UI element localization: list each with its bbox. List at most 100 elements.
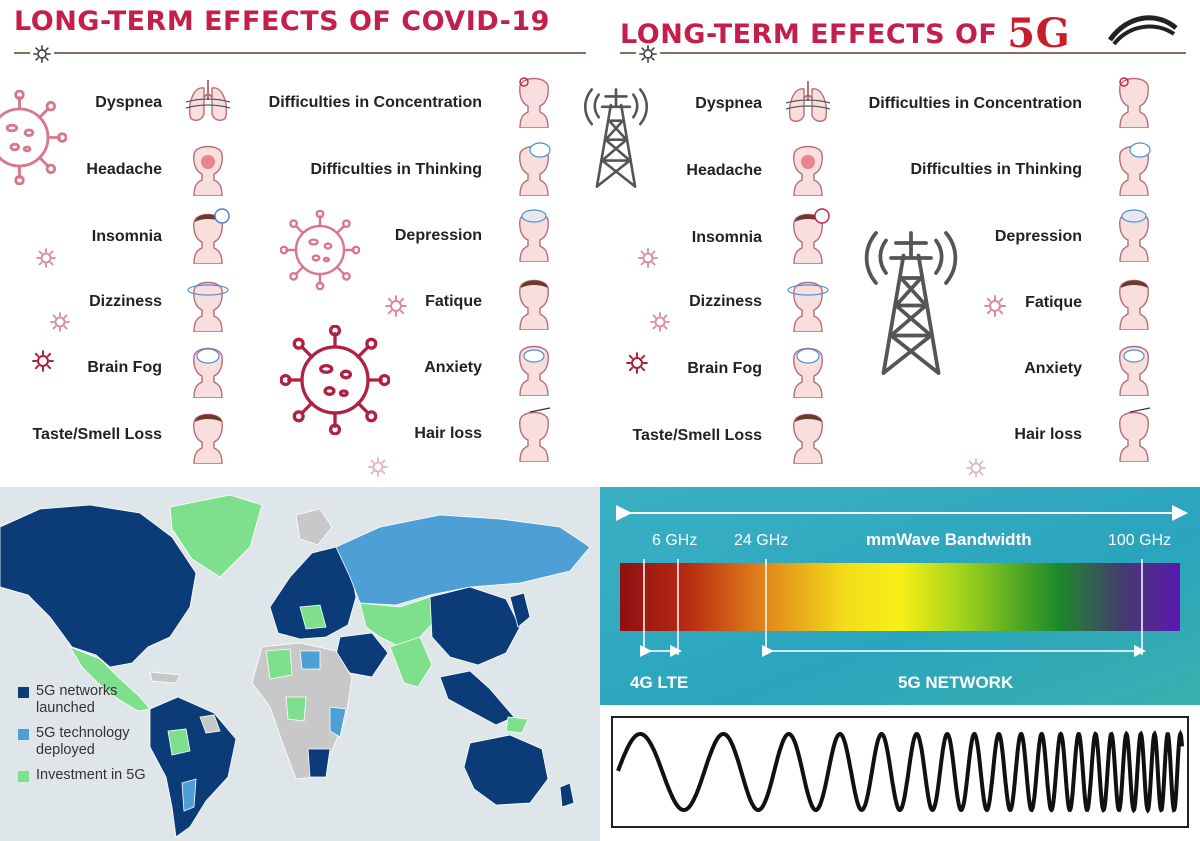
symptom-label: Difficulties in Concentration [868,95,1082,112]
head-icon [510,142,551,196]
legend-item: Investment in 5G [18,767,146,784]
symptom-label: Difficulties in Thinking [310,161,482,178]
lungs-icon [184,72,232,128]
head-icon [784,342,832,398]
symptom-label: Taste/Smell Loss [632,427,762,444]
5g-effects-panel: LONG-TERM EFFECTS OF 5G Dyspnea Headache… [600,0,1200,487]
head-icon [784,408,832,464]
head-icon [1110,77,1158,128]
title-divider [620,52,1186,54]
head-icon [510,340,558,396]
map-region [149,671,181,684]
legend-label: 5G technology deployed [36,725,130,758]
tick-label: 100 GHz [1108,532,1172,549]
waveform-diagram [611,716,1189,828]
map-region [559,782,575,808]
5g-panel-title: LONG-TERM EFFECTS OF 5G [620,6,1070,57]
cell-tower-icon [566,86,600,190]
legend-swatch [18,771,29,782]
sun-icon [966,458,986,478]
map-legend: 5G networks launched 5G technology deplo… [18,683,146,792]
sun-icon [626,352,648,374]
sun-icon [638,248,658,268]
map-region [181,778,197,812]
symptom-label: Hair loss [414,425,482,442]
head-icon [784,208,830,264]
world-map [0,494,591,838]
head-icon [187,276,229,332]
head-icon [184,408,232,464]
map-region [389,636,433,688]
title-5g-logo: 5G [1007,10,1071,57]
map-region [299,604,327,630]
sun-icon [636,45,660,63]
symptom-label: Anxiety [424,359,482,376]
symptom-label: Dyspnea [695,95,762,112]
covid-effects-panel: LONG-TERM EFFECTS OF COVID-19 Dyspnea He… [0,0,600,487]
symptom-label: Fatique [425,293,482,310]
map-region [295,508,333,546]
head-icon [1110,407,1151,462]
map-region [505,716,529,734]
symptom-label: Depression [394,227,482,244]
head-icon [510,407,551,462]
symptom-label: Taste/Smell Loss [32,426,162,443]
spectrum-diagram [616,505,1188,657]
symptom-label: Insomnia [91,228,162,245]
symptom-label: Dyspnea [95,94,162,111]
symptom-label: Brain Fog [87,359,162,376]
map-region [149,696,237,838]
symptom-label: Fatique [1025,294,1082,311]
head-icon [510,77,558,128]
head-icon [184,140,232,196]
symptom-label: Hair loss [1014,426,1082,443]
head-icon [1110,274,1158,330]
symptom-label: Depression [994,228,1082,245]
head-icon [787,276,829,332]
map-region [167,728,191,756]
head-icon [1110,142,1151,196]
range-label: 5G NETWORK [898,673,1014,692]
cell-tower-icon [600,86,666,190]
map-region [0,504,197,668]
symptom-label: Insomnia [691,229,762,246]
title-divider [14,52,586,54]
map-region [429,586,521,666]
map-region [285,696,307,722]
sun-icon [368,457,388,477]
virus-icon [280,210,360,290]
symptom-label: Dizziness [689,293,762,310]
legend-swatch [18,729,29,740]
title-prefix: LONG-TERM EFFECTS OF [620,19,998,50]
spectrum-panel: 6 GHz 24 GHz 100 GHz mmWave Bandwidth 4G… [600,487,1200,705]
sun-icon [650,312,670,332]
sun-icon [984,295,1006,317]
symptom-label: Dizziness [89,293,162,310]
head-icon [1110,209,1158,262]
cell-tower-icon [836,228,986,378]
map-region [299,650,321,670]
lungs-icon [784,73,832,129]
spectrum-title: mmWave Bandwidth [866,530,1032,549]
map-region [307,748,331,778]
map-region [199,714,221,734]
map-region [265,648,293,680]
sun-icon [36,248,56,268]
symptom-label: Headache [686,162,762,179]
map-region [439,670,515,726]
covid-panel-title: LONG-TERM EFFECTS OF COVID-19 [14,6,550,37]
range-label: 4G LTE [630,673,689,692]
map-region [329,706,347,738]
head-icon [510,209,558,262]
virus-icon [0,90,67,185]
sun-icon [30,45,54,63]
symptom-label: Brain Fog [687,360,762,377]
waveform-panel [600,705,1200,841]
head-icon [510,274,558,330]
legend-item: 5G networks launched [18,683,146,717]
legend-label: Investment in 5G [36,767,146,783]
tick-label: 24 GHz [734,532,789,549]
map-region [269,546,357,640]
sun-icon [385,295,407,317]
symptom-label: Headache [86,161,162,178]
